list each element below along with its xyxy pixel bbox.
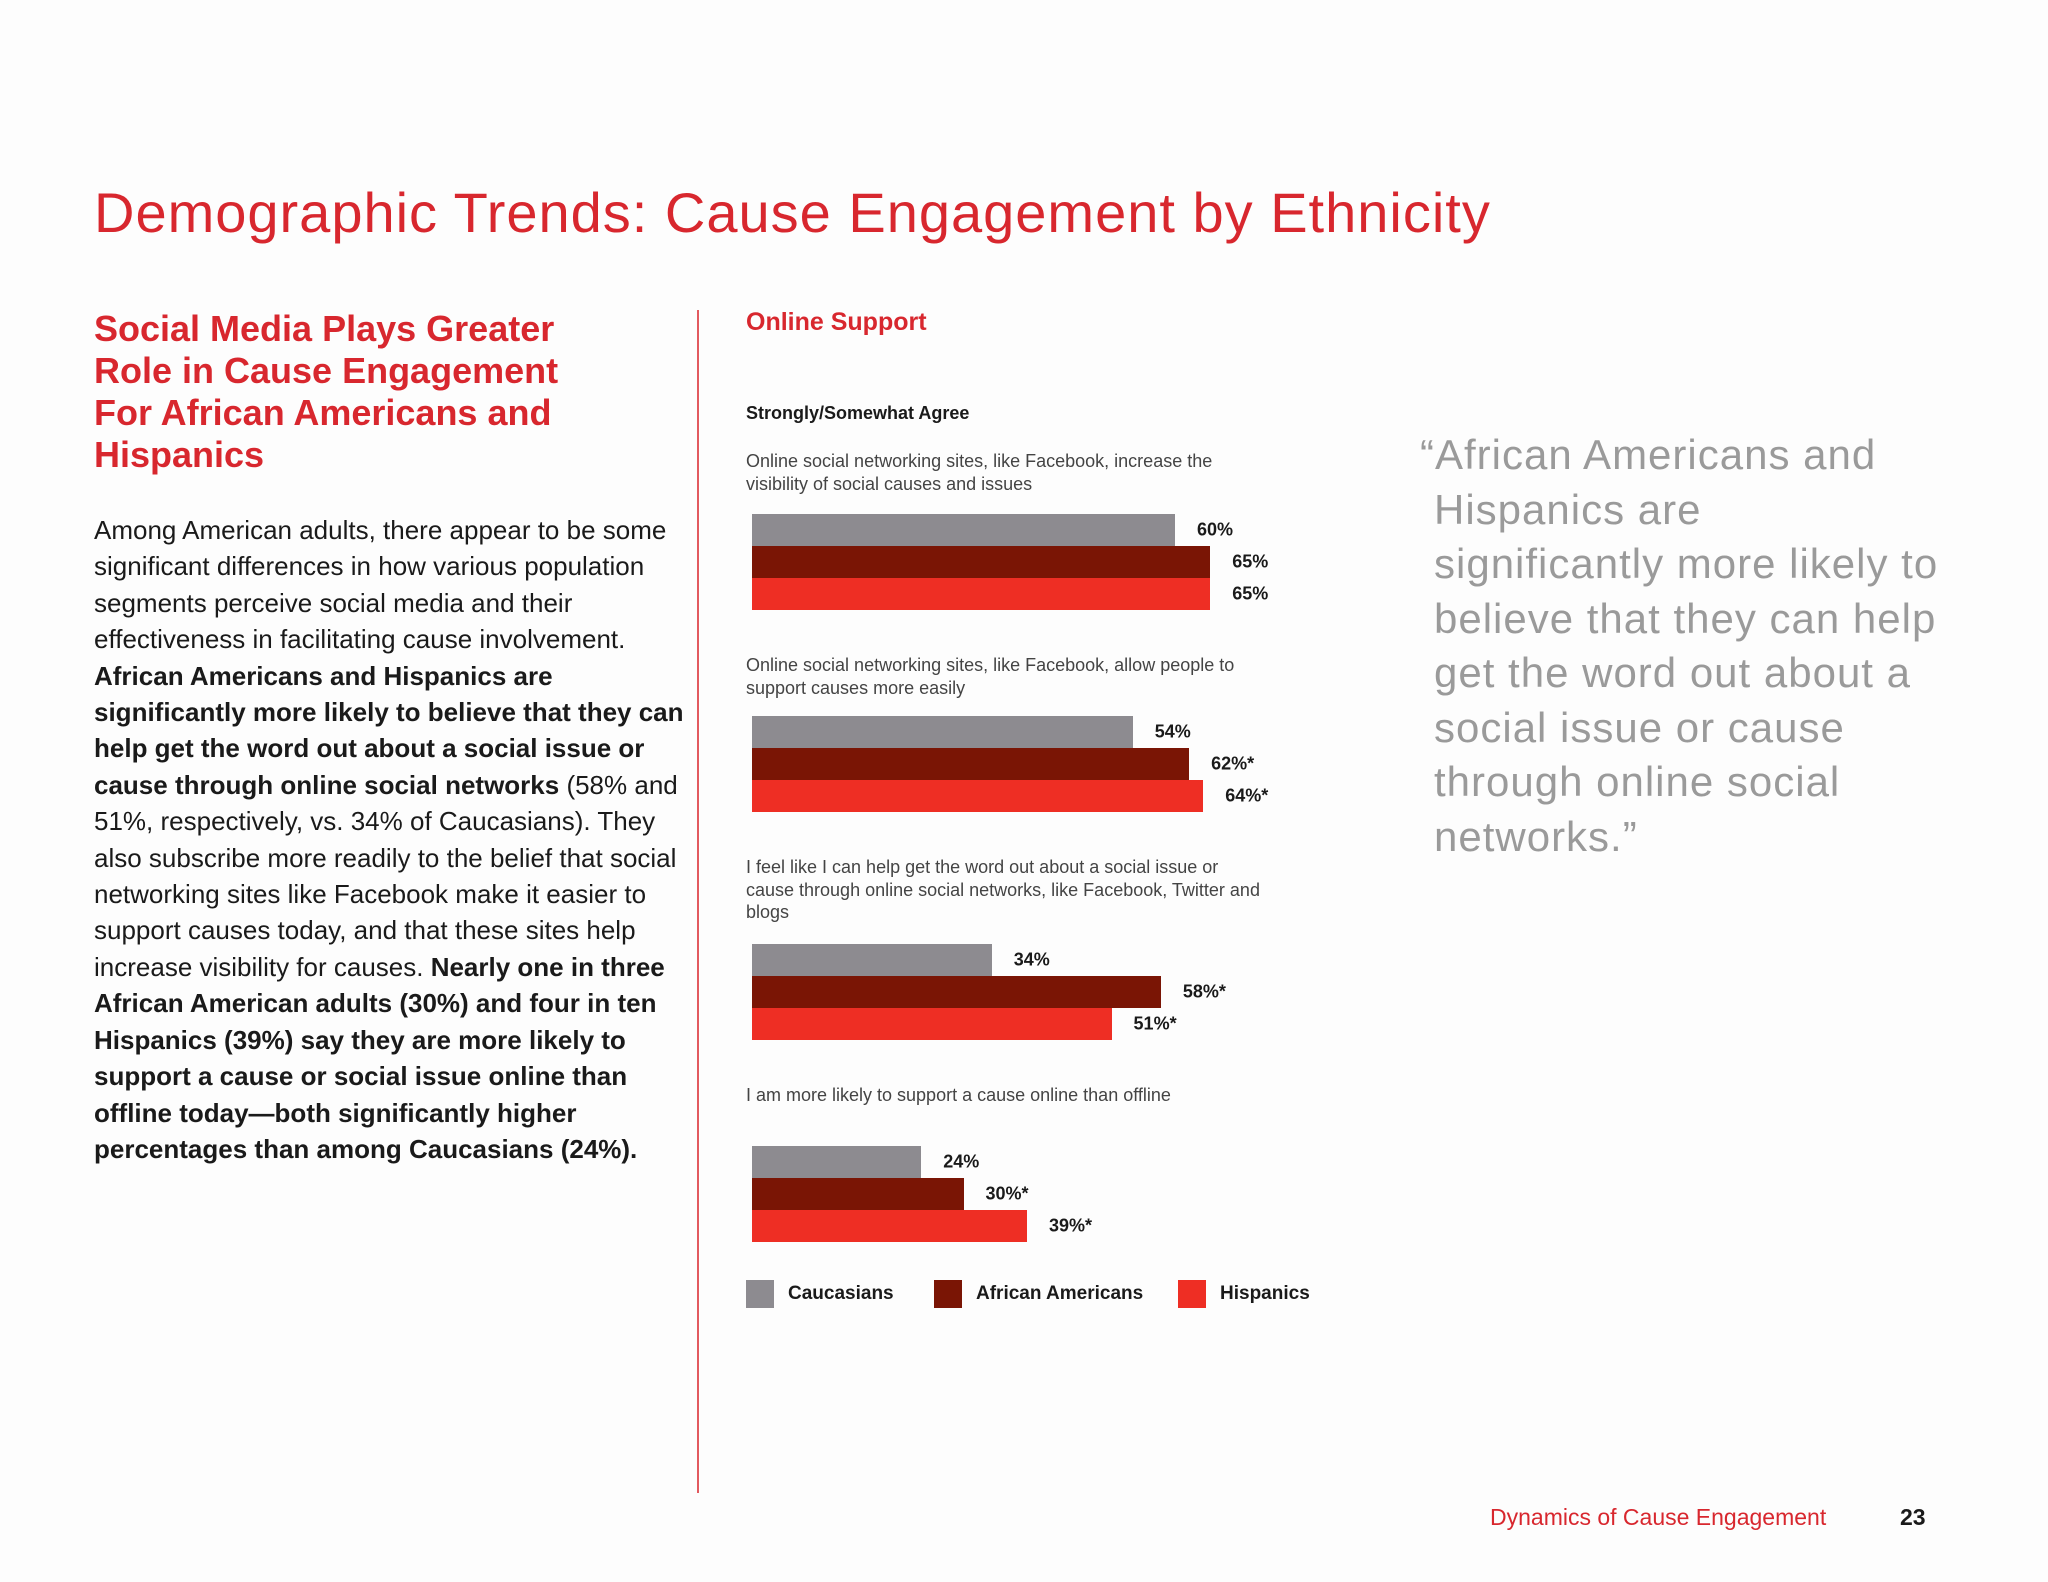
bar-hispanics [752, 578, 1211, 610]
bar-african-americans [752, 546, 1211, 578]
bar-value-label: 34% [1013, 949, 1050, 970]
body-run-bold: African Americans and Hispanics are sign… [94, 660, 684, 800]
pull-quote: “African Americans and Hispanics are sig… [1420, 431, 1939, 860]
column-divider [697, 310, 699, 1493]
bar-value-label: 24% [943, 1151, 980, 1172]
bar-value-label: 39%* [1048, 1215, 1092, 1236]
question-label: Online social networking sites, like Fac… [746, 451, 1213, 494]
bar-value-label: 65% [1232, 583, 1269, 604]
bar-caucasians [752, 514, 1175, 546]
chart-title: Online Support [746, 308, 927, 336]
bar-value-label: 51%* [1133, 1013, 1177, 1034]
bar-value-label: 60% [1197, 519, 1234, 540]
section-subhead: Social Media Plays Greater Role in Cause… [94, 308, 559, 475]
question-label: I feel like I can help get the word out … [746, 857, 1260, 922]
legend-label: African Americans [976, 1283, 1144, 1304]
question-label: Online social networking sites, like Fac… [746, 655, 1235, 698]
bar-value-label: 65% [1232, 551, 1269, 572]
legend-label: Caucasians [788, 1283, 894, 1304]
legend-item-african-americans: African Americans [934, 1280, 1143, 1308]
bar-value-label: 54% [1154, 721, 1191, 742]
page-number: 23 [1900, 1504, 1926, 1530]
body-run: Among American adults, there appear to b… [94, 515, 667, 655]
bar-value-label: 30%* [985, 1183, 1029, 1204]
bar-value-label: 58%* [1182, 981, 1226, 1002]
body-run: (58% and 51%, respectively, vs. 34% of C… [94, 769, 678, 982]
bar-caucasians [752, 944, 992, 976]
bar-hispanics [752, 780, 1204, 812]
chart-subtitle: Strongly/Somewhat Agree [746, 403, 970, 423]
legend-swatch [1178, 1280, 1206, 1308]
legend-item-caucasians: Caucasians [746, 1280, 894, 1308]
body-paragraph: Among American adults, there appear to b… [94, 512, 694, 1167]
left-column: Social Media Plays Greater Role in Cause… [94, 308, 694, 1167]
bar-caucasians [752, 1146, 922, 1178]
bar-value-label: 62%* [1211, 753, 1255, 774]
bar-value-label: 64%* [1225, 785, 1269, 806]
question-label: I am more likely to support a cause onli… [746, 1085, 1171, 1105]
legend-label: Hispanics [1220, 1283, 1310, 1304]
body-run-bold: Nearly one in three African American adu… [94, 951, 665, 1164]
legend-swatch [934, 1280, 962, 1308]
bar-hispanics [752, 1210, 1027, 1242]
bar-african-americans [752, 1178, 964, 1210]
footer-publication-title: Dynamics of Cause Engagement [1490, 1504, 1827, 1530]
bar-caucasians [752, 716, 1133, 748]
page-title: Demographic Trends: Cause Engagement by … [94, 181, 1491, 244]
legend-swatch [746, 1280, 774, 1308]
bar-african-americans [752, 748, 1190, 780]
legend-item-hispanics: Hispanics [1178, 1280, 1310, 1308]
bar-hispanics [752, 1008, 1112, 1040]
bar-african-americans [752, 976, 1161, 1008]
